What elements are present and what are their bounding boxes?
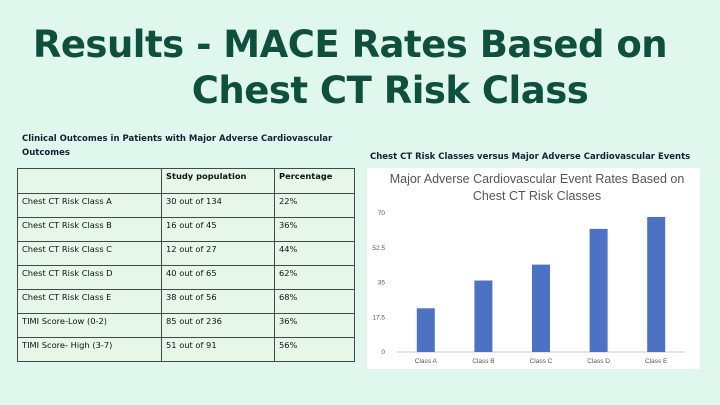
x-axis-ticks: Class A Class B Class C Class D Class E	[415, 358, 668, 365]
table-row: Chest CT Risk Class A 30 out of 134 22%	[17, 193, 355, 218]
bar-class-b	[474, 280, 493, 352]
table-cell: 16 out of 45	[161, 217, 275, 242]
table-header-cell	[17, 168, 162, 194]
table-cell: 36%	[274, 313, 355, 338]
y-axis-ticks: 0 17.5 35 52.5 70	[372, 210, 385, 356]
table-cell: TIMI Score- High (3-7)	[17, 337, 162, 362]
table-cell: Chest CT Risk Class A	[17, 193, 162, 218]
table-row: TIMI Score-Low (0-2) 85 out of 236 36%	[17, 313, 355, 338]
table-cell: Chest CT Risk Class B	[17, 217, 162, 242]
table-cell: Chest CT Risk Class D	[17, 265, 162, 290]
table-header-cell: Percentage	[274, 168, 355, 194]
bar-class-d	[589, 228, 608, 352]
table-row: Chest CT Risk Class B 16 out of 45 36%	[17, 217, 355, 242]
table-cell: 68%	[274, 289, 355, 314]
chart-title-line-2: Chest CT Risk Classes	[473, 189, 601, 203]
x-tick-label: Class A	[415, 358, 438, 365]
table-row: Chest CT Risk Class E 38 out of 56 68%	[17, 289, 355, 314]
table-cell: 56%	[274, 337, 355, 362]
table-cell: 38 out of 56	[161, 289, 275, 314]
table-cell: 40 out of 65	[161, 265, 275, 290]
table-row: TIMI Score- High (3-7) 51 out of 91 56%	[17, 337, 355, 362]
table-row: Chest CT Risk Class C 12 out of 27 44%	[17, 241, 355, 266]
x-tick-label: Class D	[587, 358, 610, 365]
chart-title-line-1: Major Adverse Cardiovascular Event Rates…	[390, 172, 685, 186]
table-row: Chest CT Risk Class D 40 out of 65 62%	[17, 265, 355, 290]
outcomes-table: Study population Percentage Chest CT Ris…	[17, 168, 355, 362]
chart-caption: Chest CT Risk Classes versus Major Adver…	[370, 152, 691, 162]
x-tick-label: Class B	[472, 358, 494, 365]
slide-title-line-1: Results - MACE Rates Based on	[32, 23, 668, 66]
table-cell: Chest CT Risk Class E	[17, 289, 162, 314]
table-cell: TIMI Score-Low (0-2)	[17, 313, 162, 338]
table-cell: 62%	[274, 265, 355, 290]
y-tick-label: 52.5	[372, 245, 385, 252]
bar-class-a	[416, 308, 435, 352]
table-header-cell: Study population	[161, 168, 275, 194]
table-header-row: Study population Percentage	[17, 168, 355, 194]
y-tick-label: 35	[378, 280, 386, 287]
table-cell: 30 out of 134	[161, 193, 275, 218]
table-caption: Clinical Outcomes in Patients with Major…	[22, 134, 333, 158]
slide-title: Results - MACE Rates Based on Chest CT R…	[0, 22, 720, 114]
table-cell: 85 out of 236	[161, 313, 275, 338]
bar-class-e	[647, 216, 666, 352]
table-cell: 22%	[274, 193, 355, 218]
y-tick-label: 70	[378, 210, 386, 217]
slide-title-line-2: Chest CT Risk Class	[191, 69, 589, 112]
y-tick-label: 17.5	[372, 314, 385, 321]
bar-chart: Major Adverse Cardiovascular Event Rates…	[367, 168, 700, 369]
table-cell: 36%	[274, 217, 355, 242]
table-cell: 44%	[274, 241, 355, 266]
x-tick-label: Class E	[645, 358, 668, 365]
bar-chart-svg: Major Adverse Cardiovascular Event Rates…	[372, 172, 685, 365]
table-cell: 51 out of 91	[161, 337, 275, 362]
table-cell: Chest CT Risk Class C	[17, 241, 162, 266]
x-tick-label: Class C	[530, 358, 553, 365]
table-cell: 12 out of 27	[161, 241, 275, 266]
bars-group	[416, 216, 666, 352]
bar-class-c	[532, 264, 550, 352]
y-tick-label: 0	[381, 349, 385, 356]
